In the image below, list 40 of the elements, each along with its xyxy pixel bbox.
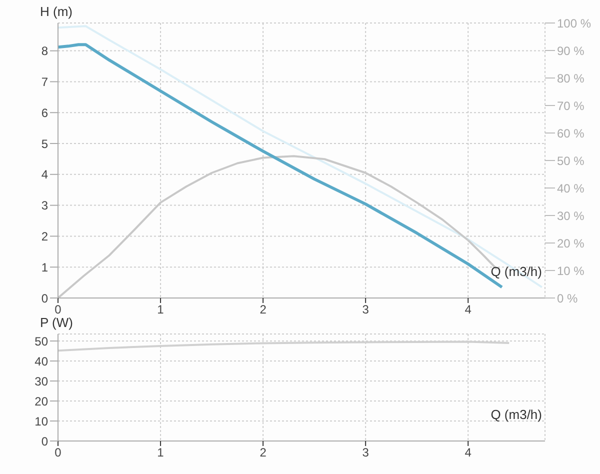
x-tick-label: 0 [54,302,62,317]
y2-tick-label: 40 % [557,181,585,196]
y2-tick-label: 70 % [557,98,585,113]
y2-tick-label: 30 % [557,208,585,223]
y-tick-label: 6 [41,106,48,120]
y-tick-label: 8 [41,44,48,58]
y2-tick-label: 0 % [557,291,578,306]
y2-tick-label: 90 % [557,44,585,58]
y-tick-label: 10 [34,414,48,428]
y2-tick-label: 10 % [557,264,585,278]
y2-tick-label: 60 % [557,126,585,140]
x-tick-label: 2 [260,302,267,317]
y-tick-label: 3 [41,198,48,213]
y-tick-label: 30 [34,374,48,388]
y-tick-label: 20 [34,394,48,408]
y2-tick-label: 100 % [557,16,592,30]
y-tick-label: 0 [41,434,48,448]
y-tick-label: 40 [34,354,48,368]
x-tick-label: 3 [362,446,370,460]
y-axis-title: H (m) [40,4,72,19]
x-axis-title: Q (m3/h) [490,407,542,422]
x-tick-label: 1 [157,302,164,317]
x-axis-title: Q (m3/h) [490,264,542,279]
y-tick-label: 50 [34,334,48,348]
y-tick-label: 0 [41,291,48,306]
y-axis-title: P (W) [40,315,73,330]
y-tick-label: 4 [41,168,48,182]
y2-tick-label: 50 % [557,154,585,168]
x-tick-label: 0 [54,446,62,460]
y2-tick-label: 20 % [557,236,585,250]
y-tick-label: 5 [41,136,48,151]
y-tick-label: 2 [41,229,48,244]
x-tick-label: 3 [362,302,370,317]
y-tick-label: 1 [41,260,48,274]
y2-tick-label: 80 % [557,71,585,86]
x-tick-label: 1 [157,446,164,460]
x-tick-label: 4 [464,446,472,460]
x-tick-label: 4 [464,302,472,317]
x-tick-label: 2 [260,446,267,460]
y-tick-label: 7 [41,74,48,89]
